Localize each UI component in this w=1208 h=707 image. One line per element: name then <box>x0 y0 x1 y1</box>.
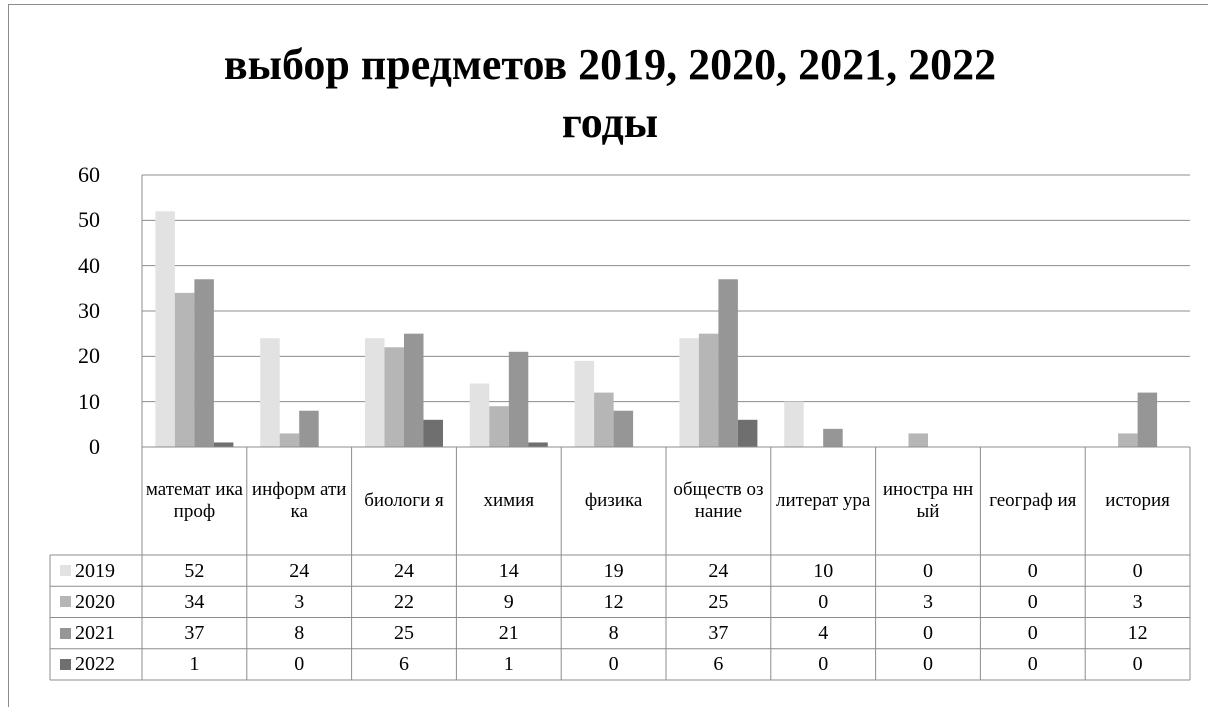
data-label: 8 <box>294 622 305 645</box>
y-tick-label: 0 <box>89 434 100 459</box>
bar <box>528 442 548 447</box>
data-label: 0 <box>1027 590 1038 613</box>
data-label: 0 <box>1132 559 1143 582</box>
data-label: 6 <box>398 653 409 676</box>
legend-entry: 2021 <box>50 618 142 649</box>
data-label: 10 <box>813 559 834 582</box>
legend-label: 2019 <box>75 559 115 582</box>
x-tick-label: история <box>1105 490 1170 511</box>
bar <box>1137 392 1158 447</box>
bar <box>737 419 758 447</box>
bar <box>574 360 595 447</box>
x-tick-label: географ ия <box>989 490 1077 511</box>
data-label: 12 <box>603 590 624 613</box>
x-tick-label: физика <box>584 490 643 511</box>
data-label: 25 <box>393 622 414 645</box>
data-label: 14 <box>498 559 519 582</box>
data-label: 21 <box>498 622 519 645</box>
y-tick-label: 60 <box>78 162 100 187</box>
bar <box>384 347 404 447</box>
bar <box>594 392 614 447</box>
y-tick-label: 50 <box>78 207 100 233</box>
data-label: 8 <box>608 622 619 645</box>
bar <box>698 333 719 447</box>
data-label: 0 <box>1027 622 1038 645</box>
data-label: 0 <box>818 590 829 613</box>
data-label: 0 <box>922 622 933 645</box>
data-label: 0 <box>608 653 619 676</box>
data-label: 52 <box>184 559 205 582</box>
x-tick-label: литерат ура <box>776 490 871 511</box>
bar <box>823 428 843 447</box>
data-label: 22 <box>393 590 414 613</box>
x-tick-label: информ атика <box>251 479 347 522</box>
x-tick-label: математ ика проф <box>145 479 243 522</box>
bar <box>174 292 195 447</box>
data-label: 0 <box>1132 653 1143 676</box>
data-label: 34 <box>184 590 205 613</box>
data-label: 0 <box>922 559 933 582</box>
chart-title: выбор предметов 2019, 2020, 2021, 2022 г… <box>223 40 997 147</box>
y-tick-label: 40 <box>78 252 100 278</box>
data-label: 12 <box>1127 622 1148 645</box>
bar <box>299 410 319 447</box>
data-label: 0 <box>818 653 829 676</box>
chart-frame <box>8 4 1208 707</box>
legend-entry: 2019 <box>50 555 142 586</box>
bar <box>613 410 634 447</box>
bar <box>423 419 443 447</box>
y-tick-label: 30 <box>78 298 100 323</box>
data-label: 0 <box>922 653 933 676</box>
data-label: 37 <box>184 622 205 645</box>
data-label: 3 <box>294 590 305 613</box>
bar <box>365 338 385 447</box>
bar <box>908 433 928 447</box>
data-label: 0 <box>1027 653 1038 676</box>
x-tick-label: химия <box>483 490 535 511</box>
bar <box>279 433 300 447</box>
data-label: 3 <box>922 590 933 613</box>
bar <box>194 279 214 447</box>
legend-label: 2020 <box>75 590 115 613</box>
y-tick-label: 20 <box>78 343 100 369</box>
x-tick-label: биологи я <box>364 490 444 511</box>
bar <box>469 383 490 447</box>
bar <box>260 338 280 447</box>
bar <box>213 442 234 447</box>
bar <box>679 338 699 447</box>
data-label: 24 <box>289 559 310 582</box>
bar <box>155 211 175 447</box>
data-label: 0 <box>1027 559 1038 582</box>
bar <box>489 406 509 447</box>
data-label: 24 <box>393 559 414 582</box>
legend-swatch <box>60 658 71 670</box>
legend-swatch <box>60 627 71 639</box>
legend-entry: 2020 <box>50 586 142 617</box>
x-tick-label: обществ ознание <box>673 479 764 522</box>
bar <box>404 333 424 447</box>
data-label: 4 <box>818 622 829 645</box>
data-label: 1 <box>503 653 514 676</box>
data-label: 6 <box>713 653 724 676</box>
x-tick-label: иностра нный <box>882 479 974 522</box>
data-label: 0 <box>294 653 305 676</box>
legend-swatch <box>60 565 71 577</box>
bar <box>508 351 529 447</box>
data-label: 37 <box>708 622 729 645</box>
bar <box>718 279 738 447</box>
data-label: 9 <box>503 590 514 613</box>
data-label: 1 <box>189 653 200 676</box>
legend-label: 2021 <box>75 622 115 645</box>
data-label: 19 <box>603 559 624 582</box>
legend-swatch <box>60 596 71 608</box>
data-label: 24 <box>708 559 729 582</box>
legend-entry: 2022 <box>50 649 142 680</box>
y-tick-label: 10 <box>78 388 100 414</box>
legend-label: 2022 <box>75 653 115 676</box>
bar <box>1118 433 1138 447</box>
data-label: 25 <box>708 590 729 613</box>
bar <box>784 401 804 447</box>
data-label: 3 <box>1132 590 1143 613</box>
